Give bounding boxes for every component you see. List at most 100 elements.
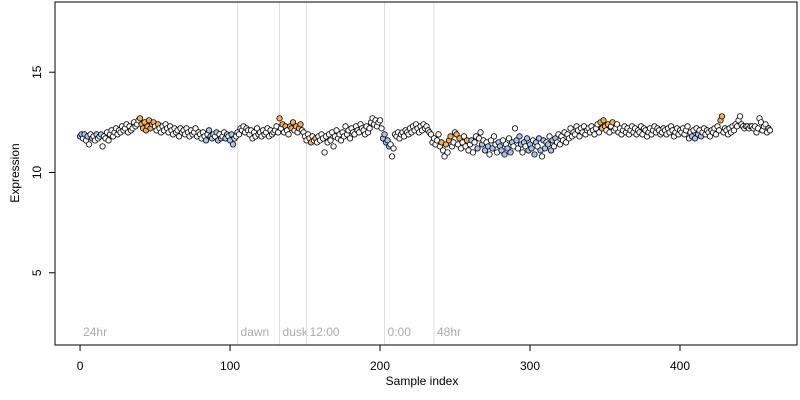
- point: [730, 127, 738, 134]
- point: [562, 139, 570, 146]
- point: [229, 141, 237, 148]
- point: [376, 117, 384, 124]
- point: [546, 133, 553, 140]
- point: [477, 129, 484, 136]
- y-axis-label: Expression: [8, 143, 22, 202]
- point: [321, 149, 328, 156]
- point: [613, 121, 621, 128]
- point: [504, 145, 511, 152]
- point: [366, 125, 373, 132]
- marker-label: 24hr: [83, 325, 107, 339]
- point: [342, 123, 349, 130]
- marker-label: 12:00: [310, 325, 340, 339]
- point: [330, 143, 337, 150]
- y-tick-label: 10: [30, 166, 44, 180]
- point: [541, 145, 549, 152]
- point: [85, 141, 93, 148]
- point: [387, 141, 394, 148]
- x-tick-label: 400: [670, 359, 690, 373]
- point: [691, 135, 699, 142]
- point: [576, 133, 583, 140]
- point: [205, 127, 213, 134]
- marker-label: dusk: [283, 325, 309, 339]
- point: [544, 141, 552, 148]
- point: [253, 125, 261, 132]
- point: [444, 149, 451, 156]
- point: [519, 149, 526, 156]
- point: [489, 145, 496, 152]
- point: [274, 129, 282, 136]
- point: [337, 137, 345, 144]
- point: [460, 133, 468, 140]
- point: [235, 131, 243, 138]
- marker-label: 48hr: [437, 325, 461, 339]
- marker-label: 0:00: [388, 325, 412, 339]
- x-tick-label: 0: [77, 359, 84, 373]
- point: [471, 139, 478, 146]
- point: [390, 145, 397, 152]
- point: [528, 145, 535, 152]
- point: [490, 133, 498, 140]
- point: [513, 137, 520, 144]
- point: [523, 135, 531, 142]
- point: [505, 135, 513, 142]
- point: [712, 131, 720, 138]
- point: [469, 149, 477, 156]
- point: [516, 133, 523, 140]
- point: [327, 137, 334, 144]
- point: [766, 127, 774, 134]
- x-tick-label: 200: [370, 359, 390, 373]
- point: [718, 113, 726, 120]
- point: [99, 143, 106, 150]
- x-tick-label: 100: [220, 359, 240, 373]
- y-tick-label: 15: [30, 65, 44, 79]
- point: [105, 137, 112, 144]
- point: [427, 131, 435, 138]
- point: [381, 131, 388, 138]
- point: [547, 147, 555, 154]
- point: [487, 137, 495, 144]
- point: [276, 115, 283, 122]
- point: [762, 121, 769, 128]
- point: [507, 149, 514, 156]
- point: [501, 151, 508, 158]
- point: [333, 127, 340, 134]
- point: [498, 147, 505, 154]
- point: [514, 145, 522, 152]
- point: [595, 129, 603, 136]
- point: [175, 133, 183, 140]
- point: [388, 153, 396, 160]
- point: [442, 141, 450, 148]
- x-tick-label: 300: [520, 359, 540, 373]
- point: [556, 141, 564, 148]
- point: [378, 125, 385, 132]
- point: [297, 121, 304, 128]
- point: [531, 151, 538, 158]
- point: [289, 119, 297, 126]
- point: [511, 125, 519, 132]
- point: [534, 143, 541, 150]
- point: [441, 153, 448, 160]
- point: [435, 131, 442, 138]
- point: [346, 135, 354, 142]
- point: [736, 113, 744, 120]
- point: [285, 131, 292, 138]
- point: [453, 131, 460, 138]
- y-tick-label: 5: [30, 269, 44, 276]
- marker-label: dawn: [241, 325, 270, 339]
- point: [538, 153, 546, 160]
- point: [567, 125, 574, 132]
- point: [486, 151, 493, 158]
- point: [684, 123, 691, 130]
- point: [192, 125, 199, 132]
- point: [474, 145, 481, 152]
- point: [384, 137, 391, 144]
- point: [202, 137, 210, 144]
- point: [447, 133, 454, 140]
- point: [136, 115, 144, 122]
- x-axis-label: Sample index: [386, 374, 459, 388]
- point: [600, 117, 607, 124]
- point: [550, 143, 558, 150]
